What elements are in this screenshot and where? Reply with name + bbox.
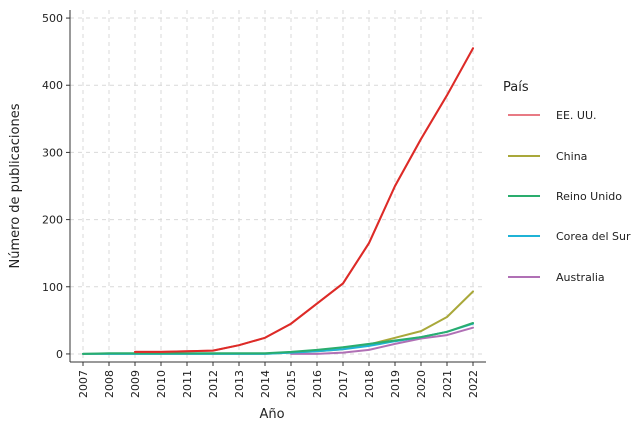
x-tick-label-8: 2015 (285, 370, 298, 398)
x-tick-label-12: 2019 (389, 370, 402, 398)
x-tick-label-14: 2021 (441, 370, 454, 398)
y-tick-label-0: 0 (56, 348, 63, 361)
grid (70, 10, 486, 362)
legend: País EE. UU. China Reino Unido Corea del Su… (503, 80, 631, 284)
x-tick-label-10: 2017 (337, 370, 350, 398)
legend-label-3: Corea del Sur (556, 230, 631, 243)
x-tick-label-5: 2012 (207, 370, 220, 398)
y-tick-label-2: 200 (42, 214, 63, 227)
y-tick-label-3: 300 (42, 146, 63, 159)
x-tick-label-13: 2020 (415, 370, 428, 398)
legend-label-1: China (556, 150, 587, 163)
series-lines (82, 47, 474, 355)
y-tick-label-5: 500 (42, 12, 63, 25)
series-line-1 (82, 290, 474, 355)
y-axis-title: Número de publicaciones (8, 103, 23, 268)
overlay-line (134, 47, 474, 353)
legend-label-0: EE. UU. (556, 109, 597, 122)
legend-title: País (503, 80, 529, 95)
x-axis-title: Año (259, 407, 284, 422)
x-tick-label-3: 2010 (155, 370, 168, 398)
y-tick-label-4: 400 (42, 79, 63, 92)
x-tick-label-2: 2009 (129, 370, 142, 398)
x-tick-label-0: 2007 (77, 370, 90, 398)
series-line-0 (134, 47, 474, 353)
x-tick-label-11: 2018 (363, 370, 376, 398)
x-tick-label-6: 2013 (233, 370, 246, 398)
x-tick-label-7: 2014 (259, 370, 272, 398)
x-tick-label-15: 2022 (467, 370, 480, 398)
series-line-4 (290, 326, 474, 355)
legend-label-4: Australia (556, 271, 605, 284)
legend-label-2: Reino Unido (556, 190, 622, 203)
series-line-2 (82, 322, 474, 355)
x-tick-label-9: 2016 (311, 370, 324, 398)
x-tick-label-4: 2011 (181, 370, 194, 398)
y-tick-label-1: 100 (42, 281, 63, 294)
axes: 0 100 200 300 400 500 2007 2008 2009 2010 2011 2012… (42, 10, 486, 398)
x-tick-label-1: 2008 (103, 370, 116, 398)
